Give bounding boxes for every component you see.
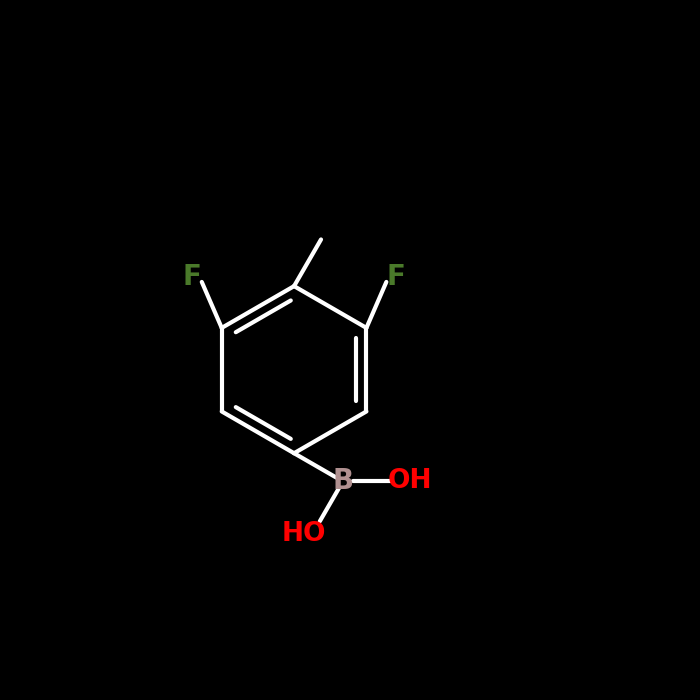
- Text: B: B: [332, 468, 354, 496]
- Text: OH: OH: [388, 468, 433, 494]
- Text: F: F: [386, 262, 405, 290]
- Text: F: F: [183, 262, 202, 290]
- Text: HO: HO: [281, 521, 326, 547]
